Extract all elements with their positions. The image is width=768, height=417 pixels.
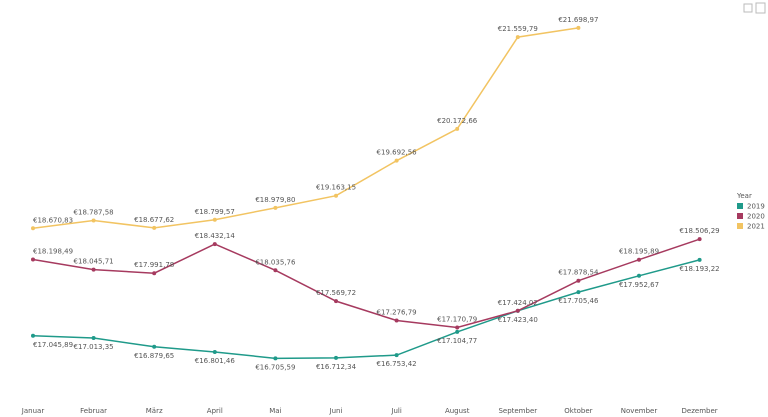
value-label: €18.787,58 <box>74 209 114 217</box>
x-tick-label: Februar <box>80 407 107 415</box>
value-label: €18.198,49 <box>33 248 73 256</box>
point <box>637 273 641 278</box>
point <box>394 158 399 163</box>
point <box>455 329 460 334</box>
point <box>31 257 35 262</box>
x-tick-label: Oktober <box>564 407 592 415</box>
x-tick-label: Juni <box>329 407 343 415</box>
x-tick-label: März <box>146 407 163 415</box>
point <box>334 193 338 198</box>
point <box>394 353 399 358</box>
point <box>152 344 157 349</box>
value-label: €18.677,62 <box>134 216 174 224</box>
value-label: €17.878,54 <box>558 269 599 277</box>
x-tick-label: Mai <box>269 407 281 415</box>
point <box>273 205 278 210</box>
point <box>212 242 217 247</box>
value-label: €17.276,79 <box>377 309 417 317</box>
value-label: €17.045,89 <box>33 341 73 349</box>
x-tick-label: November <box>621 407 658 415</box>
value-label: €18.799,57 <box>195 208 235 216</box>
value-label: €16.705,59 <box>255 363 295 371</box>
point <box>394 318 399 323</box>
value-label: €17.013,35 <box>74 343 114 351</box>
x-tick-label: Juli <box>390 407 401 415</box>
point <box>91 267 96 272</box>
series-line <box>32 259 700 360</box>
value-label: €17.423,40 <box>498 316 538 324</box>
legend-title: Year <box>736 192 752 200</box>
value-label: €18.035,76 <box>255 258 296 266</box>
point <box>515 308 520 313</box>
point <box>576 25 581 30</box>
value-label: €17.705,46 <box>558 297 599 305</box>
value-label: €16.712,34 <box>316 363 357 371</box>
point <box>91 335 96 340</box>
point <box>455 126 460 131</box>
value-label: €19.692,56 <box>377 149 418 157</box>
series-line <box>32 27 579 230</box>
point <box>515 35 520 40</box>
value-label: €17.424,02 <box>498 299 538 307</box>
value-label: €21.559,79 <box>498 25 538 33</box>
point <box>637 257 641 262</box>
value-label: €18.432,14 <box>195 232 236 240</box>
point <box>334 355 338 360</box>
value-label: €16.753,42 <box>377 360 417 368</box>
legend-swatch <box>737 203 743 209</box>
point <box>31 333 35 338</box>
value-label: €18.193,22 <box>680 265 720 273</box>
x-tick-label: April <box>207 407 223 415</box>
point <box>273 268 278 273</box>
value-label: €20.172,66 <box>437 117 478 125</box>
value-label: €17.170,79 <box>437 316 477 324</box>
point <box>91 218 96 223</box>
value-label: €17.104,77 <box>437 337 477 345</box>
x-tick-label: Januar <box>21 407 45 415</box>
expand-icon[interactable] <box>743 3 753 13</box>
more-icon[interactable] <box>755 2 766 14</box>
legend-label: 2019 <box>747 203 765 211</box>
value-label: €21.698,97 <box>558 16 598 24</box>
point <box>152 225 157 230</box>
point <box>455 325 460 330</box>
value-label: €19.163,15 <box>316 184 356 192</box>
value-label: €18.979,80 <box>255 196 295 204</box>
point <box>576 290 581 295</box>
value-label: €17.952,67 <box>619 281 659 289</box>
point <box>212 349 217 354</box>
value-label: €18.195,89 <box>619 248 659 256</box>
legend-label: 2021 <box>747 223 765 231</box>
value-label: €16.879,65 <box>134 352 174 360</box>
legend-swatch <box>737 213 743 219</box>
value-label: €16.801,46 <box>195 357 236 365</box>
value-label: €17.569,72 <box>316 289 356 297</box>
x-tick-label: September <box>498 407 537 415</box>
point <box>697 237 702 242</box>
x-tick-label: August <box>445 407 470 415</box>
value-label: €17.991,78 <box>134 261 174 269</box>
value-label: €18.670,83 <box>33 216 73 224</box>
point <box>334 299 338 304</box>
point <box>697 257 702 262</box>
value-label: €18.045,71 <box>74 258 114 266</box>
x-tick-label: Dezember <box>682 407 718 415</box>
legend-swatch <box>737 223 743 229</box>
point <box>273 356 278 361</box>
series-line <box>32 238 700 329</box>
value-label: €18.506,29 <box>680 227 720 235</box>
point <box>576 278 581 283</box>
point <box>212 217 217 222</box>
legend-label: 2020 <box>747 213 765 221</box>
point <box>152 271 157 276</box>
point <box>31 226 35 231</box>
